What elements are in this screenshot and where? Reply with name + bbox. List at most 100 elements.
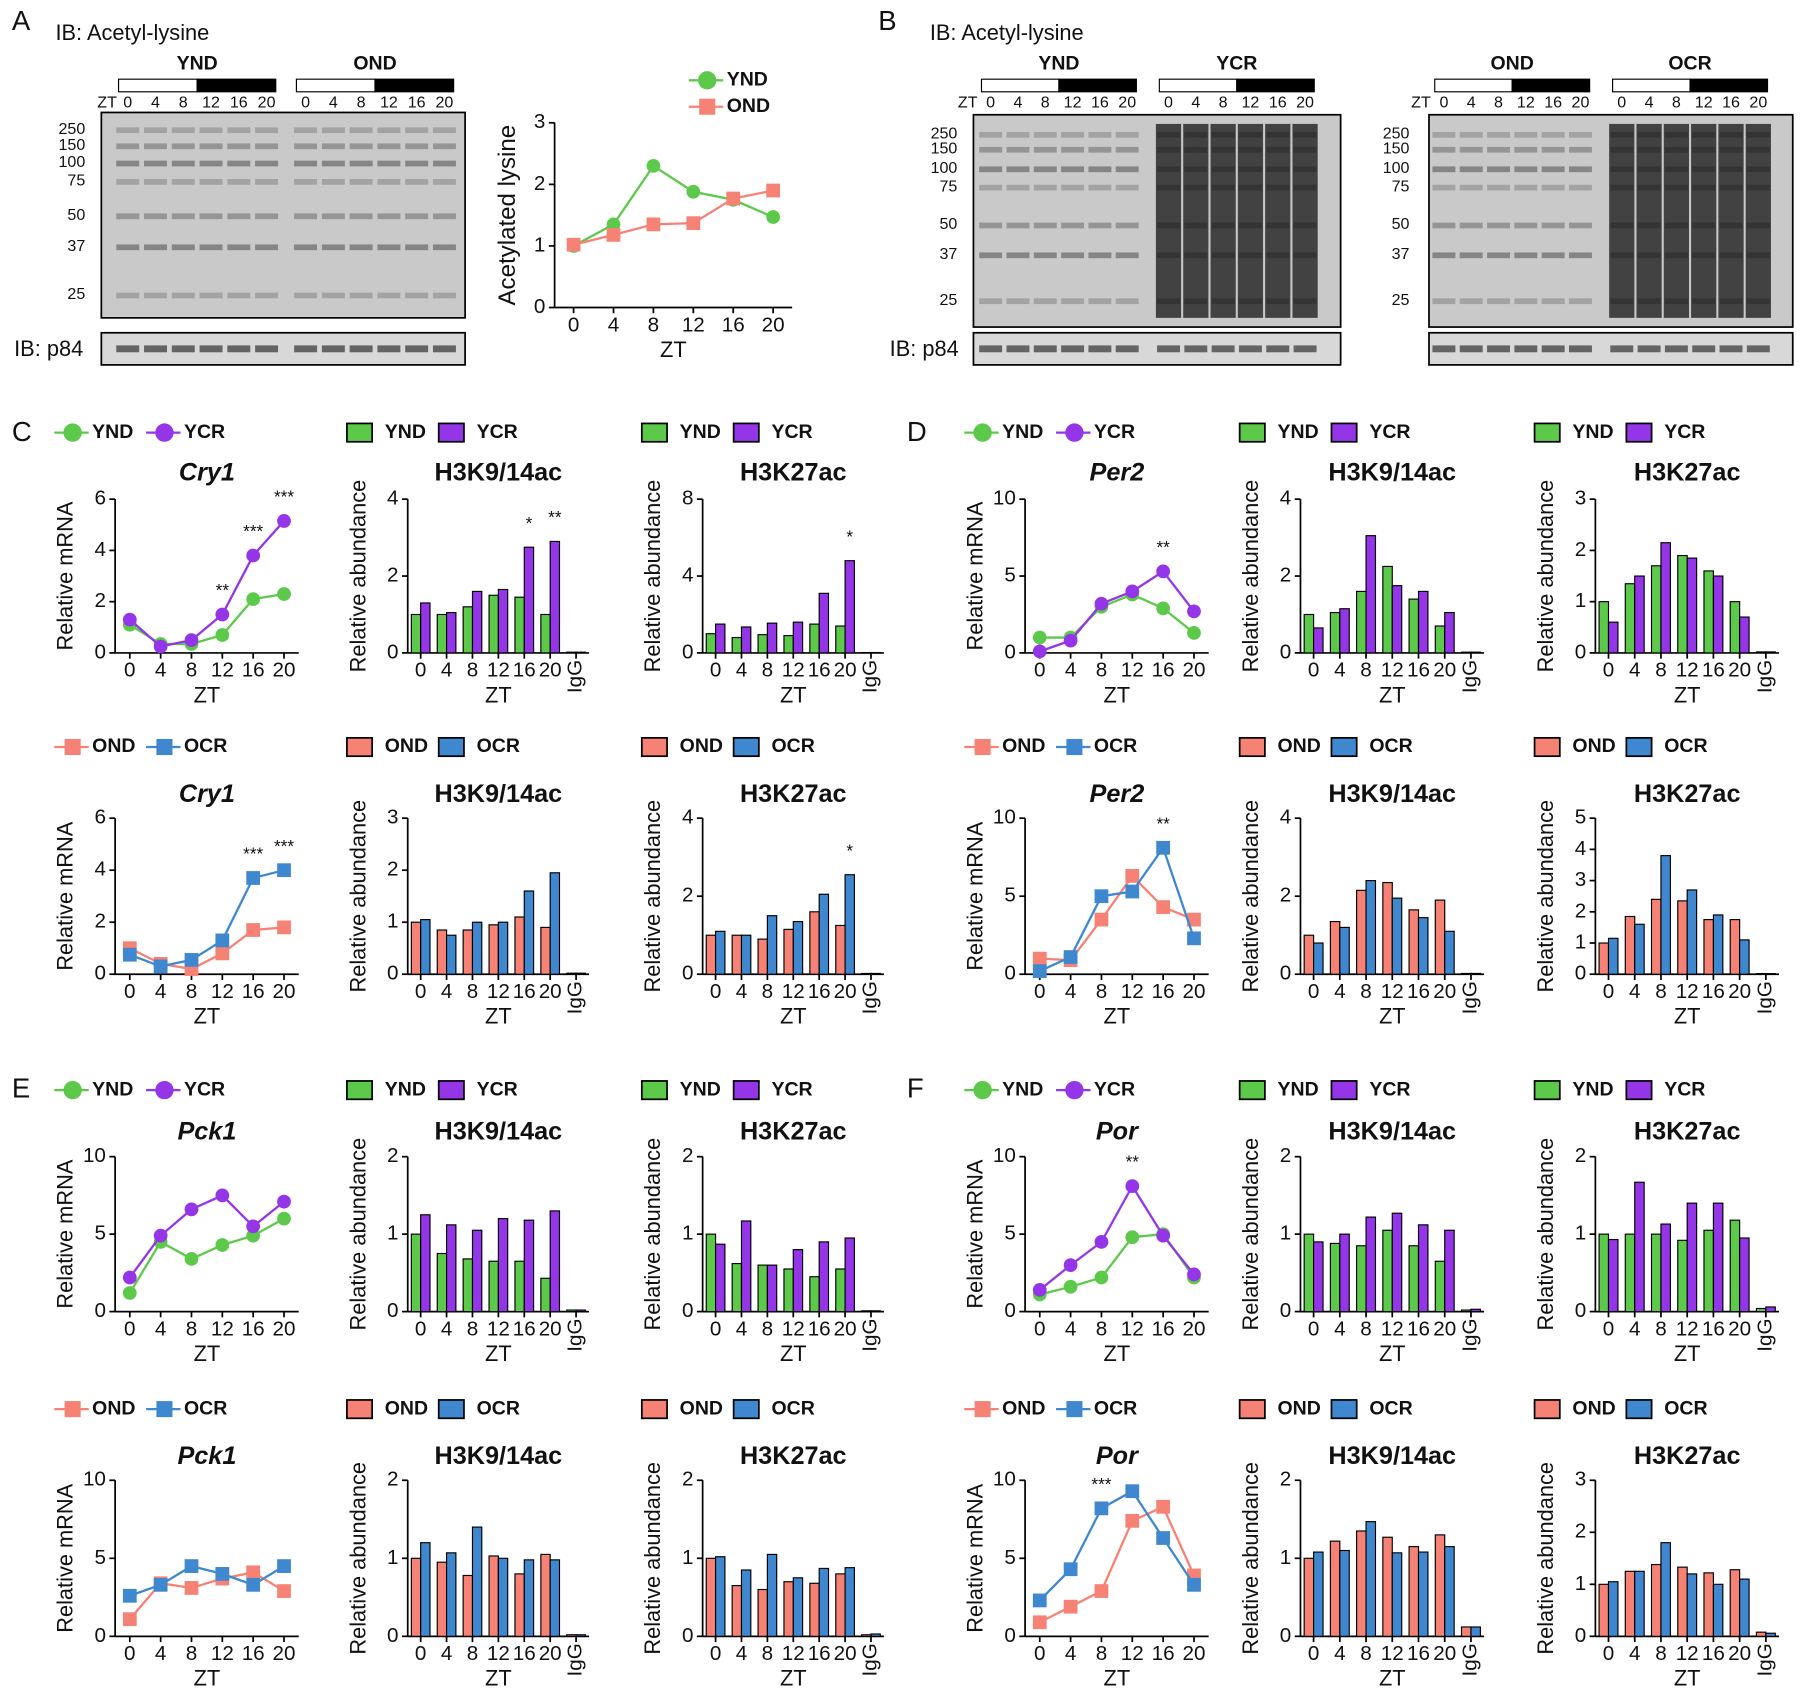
bar xyxy=(740,626,752,654)
loading-band xyxy=(405,345,429,353)
x-axis-label: ZT xyxy=(485,1666,512,1691)
x-tick-label: 8 xyxy=(762,980,773,1003)
legend-marker xyxy=(1065,423,1084,442)
legend-swatch xyxy=(346,422,374,443)
band xyxy=(1266,166,1290,173)
legend-swatch xyxy=(437,1080,465,1101)
y-tick-label: 10 xyxy=(993,487,1016,510)
x-tick-label: 8 xyxy=(1096,1317,1107,1340)
x-tick-label: 12 xyxy=(782,1642,805,1665)
legend-label: OND xyxy=(1572,1397,1615,1419)
band xyxy=(294,244,318,251)
loading-band xyxy=(1211,345,1235,353)
band xyxy=(1033,146,1057,153)
band xyxy=(171,127,195,134)
bar xyxy=(1607,937,1619,975)
band xyxy=(1746,298,1770,305)
x-tick-label: 12 xyxy=(1676,1317,1699,1340)
band xyxy=(1115,298,1139,305)
x-tick-label: 12 xyxy=(682,313,705,336)
y-tick-label: 0 xyxy=(1004,962,1015,985)
point xyxy=(1063,633,1078,648)
loading-band xyxy=(1664,345,1688,353)
legend-marker xyxy=(1066,1401,1083,1418)
bar xyxy=(835,1268,846,1313)
y-tick-label: 5 xyxy=(1004,1546,1015,1569)
bar xyxy=(1703,1229,1714,1313)
band xyxy=(1115,166,1139,173)
point xyxy=(215,628,230,642)
bar xyxy=(1444,1546,1455,1637)
band xyxy=(321,160,345,167)
x-tick-label: 8 xyxy=(1096,1642,1107,1665)
band xyxy=(1238,184,1262,191)
bar xyxy=(1607,1238,1619,1313)
bar xyxy=(497,1218,509,1313)
y-tick-label: 2 xyxy=(1280,1144,1291,1167)
band xyxy=(1293,146,1317,153)
legend-swatch xyxy=(1533,736,1561,758)
bar xyxy=(1329,1242,1341,1313)
bar xyxy=(436,929,448,975)
legend-label: YND xyxy=(385,421,426,443)
band xyxy=(1088,166,1112,173)
band xyxy=(1293,184,1317,191)
x-tick-label: 8 xyxy=(186,980,197,1003)
bar xyxy=(861,1634,872,1637)
point xyxy=(122,1612,137,1627)
x-axis-label: ZT xyxy=(1104,1666,1131,1691)
series-line xyxy=(129,592,285,646)
point xyxy=(1187,604,1201,619)
band xyxy=(321,244,345,251)
x-tick-label: 20 xyxy=(1183,980,1206,1003)
y-axis-label: Relative mRNA xyxy=(963,1483,988,1632)
band xyxy=(1610,166,1634,173)
legend-label: OND xyxy=(680,1397,723,1419)
zt-tick: 0 xyxy=(123,94,132,112)
x-tick-label: 20 xyxy=(273,1642,296,1665)
bar xyxy=(783,1268,794,1313)
bar xyxy=(540,1277,551,1313)
loading-band xyxy=(1238,345,1262,353)
bar xyxy=(410,1233,422,1313)
legend-label: OND xyxy=(385,1397,428,1419)
group-label: YND xyxy=(177,52,218,74)
bar xyxy=(1339,926,1350,975)
bar xyxy=(566,651,577,654)
bar xyxy=(523,1559,535,1637)
legend-marker xyxy=(63,423,82,442)
legend-swatch xyxy=(1625,1080,1653,1101)
band xyxy=(1157,252,1180,259)
y-tick-label: 2 xyxy=(682,1144,693,1167)
band xyxy=(1432,166,1456,173)
legend-marker xyxy=(64,738,81,756)
panel-label: A xyxy=(12,5,31,36)
bar xyxy=(575,651,586,654)
point xyxy=(277,920,291,935)
chart-title: H3K27ac xyxy=(740,459,847,487)
panel-label: D xyxy=(907,416,927,447)
point xyxy=(122,1588,137,1603)
x-axis-label: ZT xyxy=(194,1004,221,1029)
x-tick-label: 12 xyxy=(1121,1317,1144,1340)
point xyxy=(1156,1228,1171,1243)
y-tick-label: 0 xyxy=(94,1299,105,1322)
mw-marker: 250 xyxy=(58,120,85,138)
legend-swatch xyxy=(640,422,668,443)
lane-smear xyxy=(1636,123,1662,318)
bar xyxy=(1729,1219,1741,1313)
series-line xyxy=(1039,569,1195,653)
bar xyxy=(1765,973,1776,975)
legend-label: YND xyxy=(92,421,133,443)
x-tick-label: 8 xyxy=(1655,980,1666,1003)
bar xyxy=(436,613,448,654)
band xyxy=(144,143,167,150)
chart-title: H3K27ac xyxy=(1634,1442,1741,1470)
point xyxy=(153,639,168,654)
y-tick-label: 2 xyxy=(387,1468,398,1491)
point xyxy=(646,217,661,232)
bar xyxy=(1598,1233,1610,1313)
band xyxy=(1637,184,1661,191)
mw-marker: 100 xyxy=(58,153,85,171)
x-tick-label: 4 xyxy=(1065,980,1076,1003)
